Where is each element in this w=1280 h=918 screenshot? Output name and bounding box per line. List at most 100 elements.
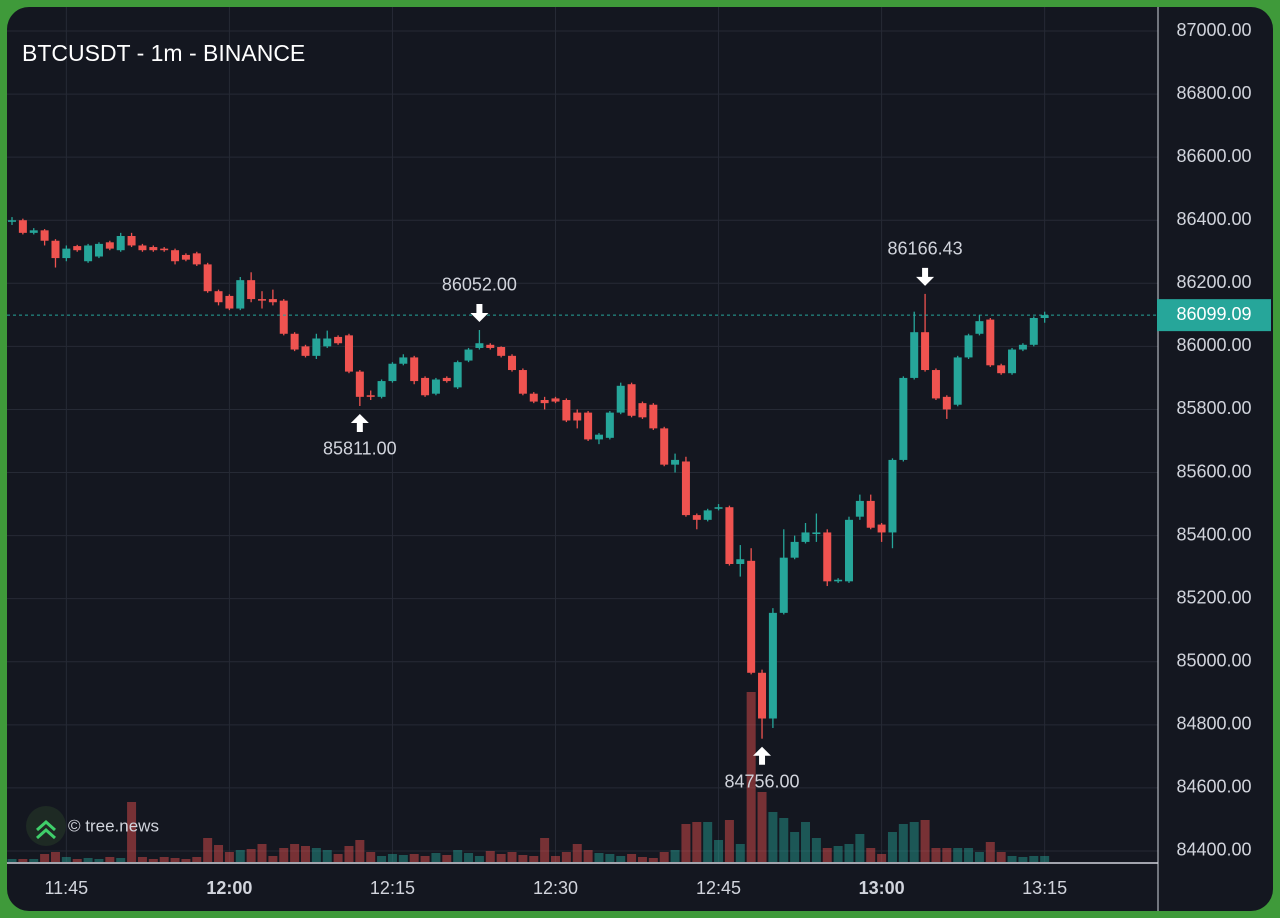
volume-bar	[529, 856, 539, 862]
volume-bar	[822, 848, 832, 862]
candle-body	[529, 393, 538, 402]
volume-bar	[594, 853, 604, 862]
watermark: © tree.news	[68, 816, 159, 835]
candle-body	[551, 398, 560, 402]
last-price-badge	[1157, 299, 1271, 332]
candle-body	[997, 365, 1006, 374]
volume-bar	[235, 850, 245, 862]
volume-bar	[485, 851, 495, 862]
candle-body	[73, 246, 82, 251]
y-tick-label: 84600.00	[1176, 777, 1251, 797]
y-tick-label: 84400.00	[1176, 840, 1251, 860]
volume-bar	[290, 844, 300, 862]
volume-bar	[181, 859, 191, 862]
candle-body	[410, 357, 419, 382]
volume-bar	[496, 854, 506, 862]
candle-body	[834, 579, 843, 582]
volume-bar	[844, 844, 854, 862]
axis-layer: 84400.00 84600.00 84800.00 85000.00 85200.00…	[7, 20, 1271, 898]
volume-bar	[246, 849, 256, 862]
candle-body	[18, 220, 27, 233]
candle-body	[1029, 318, 1038, 345]
candle-body	[475, 343, 484, 348]
volume-bar	[105, 857, 115, 862]
candle-body	[1018, 344, 1027, 350]
candle-body	[344, 335, 353, 372]
candle-body	[8, 220, 16, 222]
volume-bar	[985, 842, 995, 862]
candle-body	[855, 500, 864, 517]
candle-body	[84, 245, 93, 262]
candle-body	[105, 242, 114, 249]
volume-bar	[453, 850, 463, 862]
volume-bar	[398, 855, 408, 862]
volume-bar	[616, 856, 626, 862]
candle-body	[518, 370, 527, 394]
volume-bar	[877, 854, 887, 862]
annotation-arrow	[470, 303, 489, 322]
x-tick-label: 12:30	[533, 878, 578, 898]
volume-bar	[442, 855, 452, 862]
candle-body	[225, 295, 234, 309]
volume-bar	[790, 832, 800, 862]
volume-bar	[344, 846, 354, 862]
candle-body	[877, 524, 886, 533]
candle-body	[508, 355, 517, 371]
x-tick-label: 12:45	[696, 878, 741, 898]
volume-bar	[159, 857, 169, 862]
y-tick-label: 85600.00	[1176, 461, 1251, 481]
candle-body	[312, 338, 321, 356]
volume-bar	[1029, 856, 1039, 862]
volume-bar	[420, 856, 430, 862]
volume-bar	[1040, 856, 1050, 862]
candle-body	[94, 243, 103, 257]
panel	[7, 7, 1273, 911]
candle-body	[986, 319, 995, 366]
candle-body	[29, 230, 38, 233]
candle-body	[421, 377, 430, 396]
candle-body	[1040, 315, 1049, 319]
x-tick-label: 12:00	[206, 878, 252, 898]
candle-body	[203, 264, 212, 292]
volume-bar	[94, 859, 104, 862]
volume-bar	[898, 824, 908, 862]
candle-body	[62, 248, 71, 259]
candle-body	[605, 412, 614, 438]
candle-body	[736, 559, 745, 564]
volume-bar	[214, 845, 224, 862]
candle-body	[464, 349, 473, 361]
candle-body	[844, 519, 853, 582]
volume-bar	[409, 854, 419, 862]
candle-body	[692, 515, 701, 520]
candle-body	[192, 253, 201, 265]
volume-bar	[29, 859, 39, 862]
volume-bar	[1018, 857, 1028, 862]
x-tick-label: 13:15	[1022, 878, 1067, 898]
volume-bar	[1007, 856, 1017, 862]
annotation-arrow	[350, 413, 369, 432]
volume-bar	[779, 818, 789, 862]
volume-bar	[311, 848, 321, 862]
volume-bar	[757, 792, 767, 862]
annotation-arrow	[753, 746, 772, 765]
volume-bar	[887, 832, 897, 862]
volume-bar	[866, 848, 876, 862]
volume-bar	[572, 844, 582, 862]
annotation-arrow	[916, 267, 935, 286]
candle-body	[40, 230, 49, 241]
y-tick-label: 85200.00	[1176, 587, 1251, 607]
candle-body	[953, 357, 962, 405]
candle-body	[758, 672, 767, 719]
chart-title: BTCUSDT - 1m - BINANCE	[22, 40, 305, 66]
candle-body	[399, 357, 408, 364]
candle-body	[584, 412, 593, 440]
candle-body	[160, 248, 169, 251]
volume-bar	[203, 838, 213, 862]
volume-bar	[540, 838, 550, 862]
candle-body	[540, 399, 549, 404]
y-tick-label: 86600.00	[1176, 146, 1251, 166]
candle-body	[1008, 349, 1017, 374]
candle-body	[181, 254, 190, 260]
y-tick-label: 85000.00	[1176, 650, 1251, 670]
